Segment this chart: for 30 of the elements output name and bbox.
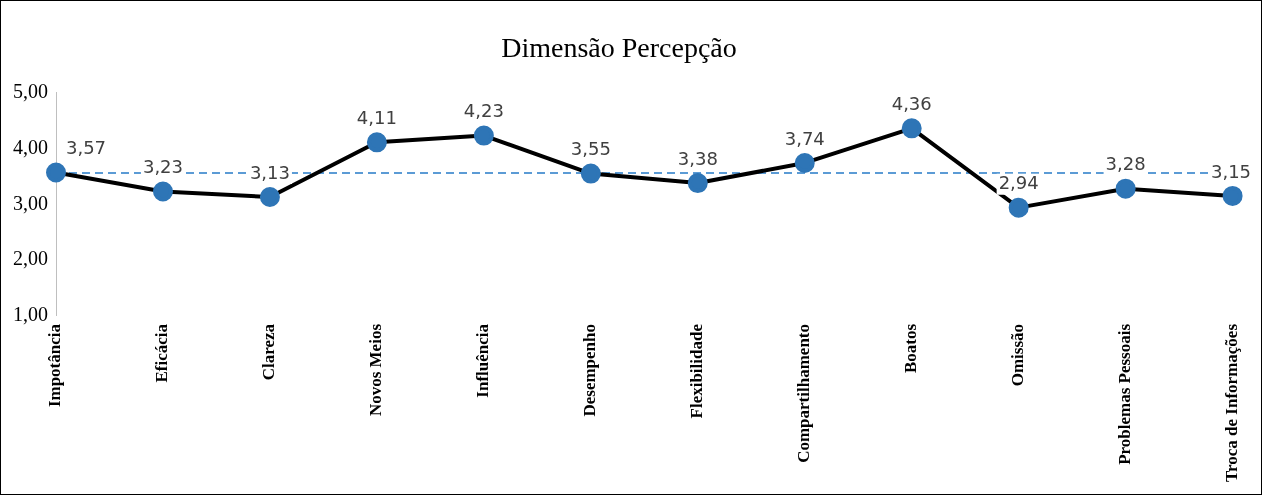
- x-tick-label: Problemas Pessoais: [1115, 323, 1135, 465]
- y-tick-label: 4,00: [13, 135, 48, 158]
- x-tick-label: Flexibilidade: [687, 323, 707, 419]
- x-tick-label: Compartilhamento: [794, 323, 814, 463]
- data-label: 4,23: [463, 100, 504, 122]
- x-tick-label: Impotância: [45, 323, 65, 408]
- data-label: 4,36: [891, 93, 932, 115]
- data-label: 3,57: [65, 137, 107, 159]
- x-tick-label: Desempenho: [580, 323, 600, 417]
- data-label: 3,23: [142, 156, 183, 178]
- x-tick-label: Novos Meios: [366, 323, 386, 417]
- data-label: 3,15: [1210, 160, 1252, 182]
- y-tick-label: 3,00: [13, 191, 48, 214]
- data-label: 3,28: [1105, 153, 1146, 175]
- data-label: 4,11: [356, 106, 397, 128]
- data-label: 2,94: [998, 172, 1039, 194]
- data-label: 3,55: [570, 138, 611, 160]
- x-tick-label: Troca de Informações: [1221, 323, 1241, 483]
- chart-title: Dimensão Percepção: [501, 32, 737, 64]
- data-label: 3,13: [249, 161, 290, 183]
- x-tick-label: Clareza: [259, 323, 279, 381]
- x-tick-label: Boatos: [901, 323, 921, 374]
- data-label: 3,74: [784, 127, 825, 149]
- x-tick-label: Eficácia: [152, 323, 172, 383]
- data-label: 3,38: [677, 147, 718, 169]
- y-tick-label: 1,00: [13, 303, 48, 326]
- x-tick-label: Influência: [473, 323, 493, 398]
- y-tick-label: 5,00: [13, 79, 48, 102]
- x-tick-label: Omissão: [1008, 323, 1028, 387]
- y-tick-label: 2,00: [13, 247, 48, 270]
